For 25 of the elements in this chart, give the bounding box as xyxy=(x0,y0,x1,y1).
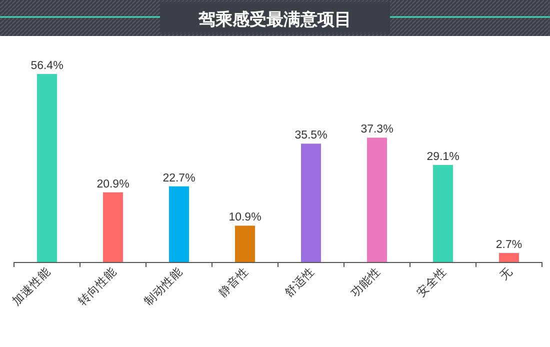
x-tick-label: 安全性 xyxy=(414,264,450,300)
x-tick-label: 静音性 xyxy=(216,264,252,300)
data-label: 35.5% xyxy=(294,130,328,142)
data-label: 2.7% xyxy=(496,239,522,251)
x-tick-label: 制动性能 xyxy=(142,264,186,308)
bar xyxy=(367,138,387,262)
data-label: 56.4% xyxy=(30,60,64,72)
data-label: 37.3% xyxy=(360,124,394,136)
x-tick-label: 舒适性 xyxy=(282,264,318,300)
x-tick-label: 功能性 xyxy=(348,264,384,300)
x-tick-label: 转向性能 xyxy=(76,264,120,308)
chart-title: 驾乘感受最满意项目 xyxy=(198,10,352,29)
data-label: 10.9% xyxy=(228,212,262,224)
bar xyxy=(103,192,123,262)
bar xyxy=(499,253,519,262)
bar xyxy=(235,226,255,262)
data-label: 22.7% xyxy=(162,172,196,184)
bar xyxy=(169,186,189,262)
x-tick-label: 加速性能 xyxy=(10,264,54,308)
x-tick-label: 无 xyxy=(497,264,516,283)
bar xyxy=(301,144,321,262)
data-label: 29.1% xyxy=(426,151,460,163)
data-label: 20.9% xyxy=(96,178,130,190)
bar xyxy=(37,74,57,262)
bar xyxy=(433,165,453,262)
